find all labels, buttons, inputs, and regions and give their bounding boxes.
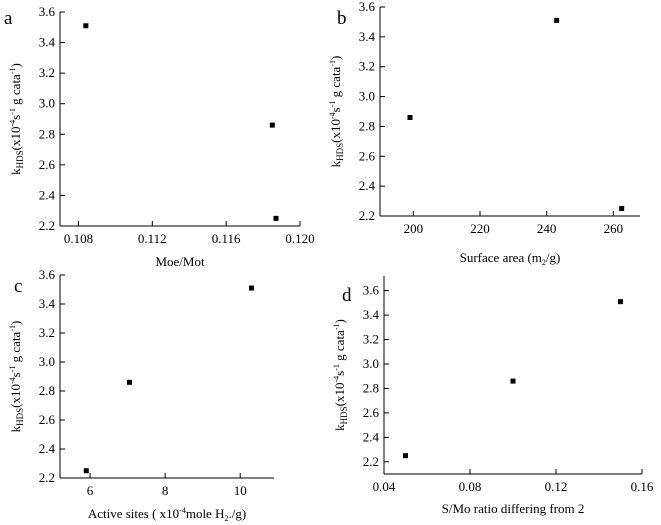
chart-panel-c: 2.2 2.4 2.6 2.8 3.0 3.2 3.4 3.6 6 8 10 c Active site… [8,267,274,523]
y-tick-label: 3.2 [359,59,375,74]
chart-panel-b: 2.2 2.4 2.6 2.8 3.0 3.2 3.4 3.6 200 220 240 260 b Sur… [328,0,640,267]
y-tick-label: 2.6 [39,157,56,172]
y-axis-label: kHDS(x10-4s-1 g cata-1) [332,319,349,431]
y-axis-label: kHDS(x10-4s-1 g cata-1) [328,56,345,168]
x-tick-label: 240 [537,221,557,236]
y-tick-label: 2.4 [39,187,56,202]
y-tick-label: 2.2 [359,208,375,223]
y-tick-label: 2.8 [39,126,55,141]
x-tick-label: 0.108 [64,231,93,246]
y-tick-label: 3.0 [363,356,379,371]
y-tick-label: 2.4 [363,429,380,444]
data-point [407,114,413,120]
y-tick-label: 2.2 [363,454,379,469]
x-axis-label: Surface area (m2/g) [460,250,561,267]
y-tick-label: 2.6 [359,148,376,163]
x-tick-label: 0.120 [285,231,314,246]
y-axis-label: kHDS(x10-4s-1 g cata-1) [8,63,25,175]
y-tick-label: 3.2 [39,65,55,80]
y-tick-label: 3.6 [39,4,56,19]
x-tick-label: 10 [234,483,247,498]
x-tick-label: 0.12 [545,479,568,494]
y-tick-label: 3.2 [363,332,379,347]
data-point [403,453,408,459]
x-tick-label: 0.04 [373,479,396,494]
y-tick-label: 2.8 [39,383,55,398]
y-tick-label: 3.0 [359,89,375,104]
x-tick-label: 0.08 [459,479,482,494]
y-tick-label: 2.2 [39,218,55,233]
x-tick-label: 260 [604,221,624,236]
x-tick-label: 0.112 [138,231,167,246]
data-point [510,378,516,384]
y-tick-label: 3.0 [39,354,55,369]
data-point [269,122,275,128]
x-tick-label: 6 [87,483,94,498]
y-tick-label: 2.8 [363,380,379,395]
y-tick-label: 3.4 [363,307,380,322]
panel-letter: d [342,285,352,306]
data-point [83,468,89,474]
x-tick-label: 8 [162,483,169,498]
y-tick-label: 3.0 [39,96,55,111]
y-tick-label: 2.4 [39,441,56,456]
y-tick-label: 3.4 [39,296,56,311]
y-tick-label: 2.6 [363,405,380,420]
data-point [83,23,89,29]
x-tick-label: 220 [470,221,490,236]
panel-letter: c [14,276,22,297]
data-point [273,215,279,221]
y-tick-label: 2.2 [39,470,55,485]
data-point [554,17,560,23]
panel-letter: a [4,8,13,29]
x-tick-label: 0.16 [631,479,654,494]
y-tick-label: 3.6 [39,267,56,282]
y-tick-label: 3.2 [39,325,55,340]
data-point [248,285,254,291]
y-tick-label: 2.4 [359,178,376,193]
chart-panel-d: 2.2 2.4 2.6 2.8 3.0 3.2 3.4 3.6 0.04 0.08 0.12 0.16… [332,276,654,516]
data-point [619,206,625,212]
data-point [618,299,623,305]
panel-letter: b [337,8,347,29]
y-tick-label: 2.8 [359,118,375,133]
x-axis-label: Moe/Mot [155,254,205,269]
y-tick-label: 3.4 [39,35,56,50]
x-axis-label: Active sites ( x10-4mole H2./g) [88,506,246,523]
x-axis-label: S/Mo ratio differing from 2 [442,501,585,516]
x-tick-label: 0.116 [212,231,241,246]
y-axis-label: kHDS(x10-4s-1 g cata-1) [8,321,25,433]
y-tick-label: 3.6 [363,283,380,298]
chart-panel-a: 2.2 2.4 2.6 2.8 3.0 3.2 3.4 3.6 0.108 0.112 0.116 0… [4,4,315,269]
y-tick-label: 2.6 [39,412,56,427]
y-tick-label: 3.6 [359,0,376,14]
y-tick-label: 3.4 [359,29,376,44]
x-tick-label: 200 [404,221,424,236]
data-point [126,379,132,385]
